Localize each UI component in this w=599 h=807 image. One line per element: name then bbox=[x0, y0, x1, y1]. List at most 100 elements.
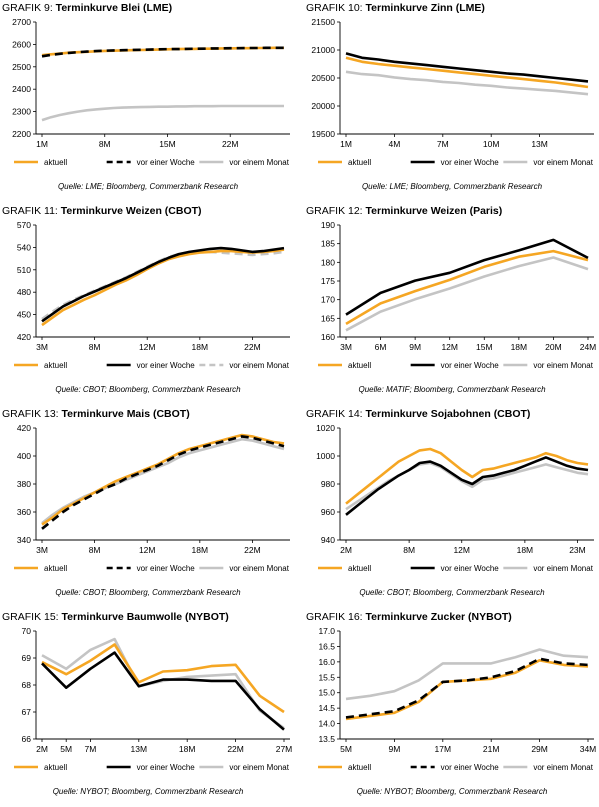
series-line-1 bbox=[41, 433, 285, 526]
y-tick-label: 170 bbox=[321, 295, 335, 305]
y-tick-label: 165 bbox=[321, 313, 335, 323]
series-line-2 bbox=[41, 651, 285, 731]
chart-title: GRAFIK 15: Terminkurve Baumwolle (NYBOT) bbox=[2, 611, 229, 623]
chart-number: GRAFIK 10: bbox=[306, 2, 363, 14]
x-tick-label: 22M bbox=[244, 342, 261, 352]
x-tick-label: 12M bbox=[139, 342, 156, 352]
y-tick-label: 66 bbox=[22, 734, 32, 744]
x-tick-label: 22M bbox=[227, 744, 244, 754]
x-tick-label: 7M bbox=[84, 744, 96, 754]
x-tick-label: 12M bbox=[453, 545, 470, 555]
series-line-2 bbox=[345, 456, 589, 516]
legend-label: vor einem Monat bbox=[533, 158, 593, 167]
chart-number: GRAFIK 14: bbox=[306, 408, 363, 420]
chart-source: Quelle: CBOT; Bloomberg, Commerzbank Res… bbox=[359, 588, 545, 597]
x-tick-label: 24M bbox=[580, 342, 597, 352]
y-tick-label: 450 bbox=[17, 310, 31, 320]
y-tick-label: 15.0 bbox=[318, 688, 335, 698]
line-chart: 2200 2300 2400 2500 2600 2700 1M 8M 15M 22M aktuel… bbox=[12, 17, 290, 167]
line-chart: 13.5 14.0 14.5 15.0 15.5 16.0 16.5 17.0 5M 9M 17M 2… bbox=[318, 626, 596, 772]
chart-source: Quelle: LME; Bloomberg, Commerzbank Rese… bbox=[57, 182, 239, 191]
x-tick-label: 8M bbox=[89, 545, 101, 555]
x-tick-label: 18M bbox=[517, 545, 534, 555]
chart-panel-1: GRAFIK 9: Terminkurve Blei (LME) 2200 2300… bbox=[2, 2, 294, 202]
y-tick-label: 2400 bbox=[12, 84, 31, 94]
line-chart: 19500 20000 20500 21000 21500 1M 4M 7M 10M 13M akt… bbox=[311, 17, 594, 167]
series-line-2 bbox=[345, 238, 589, 316]
x-tick-label: 5M bbox=[60, 744, 72, 754]
chart-title: GRAFIK 16: Terminkurve Zucker (NYBOT) bbox=[306, 611, 512, 623]
x-tick-label: 17M bbox=[435, 744, 452, 754]
legend-label: vor einer Woche bbox=[137, 564, 196, 573]
series-line-3 bbox=[345, 648, 589, 701]
x-tick-label: 18M bbox=[192, 342, 209, 352]
series-line-2 bbox=[345, 657, 589, 719]
x-tick-label: 5M bbox=[340, 744, 352, 754]
legend-label: aktuell bbox=[44, 361, 67, 370]
legend-label: aktuell bbox=[44, 158, 67, 167]
chart-source: Quelle: NYBOT; Bloomberg, Commerzbank Re… bbox=[356, 787, 548, 796]
y-tick-label: 480 bbox=[17, 287, 31, 297]
series-line-1 bbox=[41, 248, 285, 327]
series-line-1 bbox=[41, 643, 285, 714]
y-tick-label: 20500 bbox=[311, 73, 335, 83]
plot-area bbox=[36, 225, 290, 337]
x-tick-label: 3M bbox=[36, 342, 48, 352]
chart-panel-2: GRAFIK 10: Terminkurve Zinn (LME) 19500 20… bbox=[306, 2, 598, 202]
legend-label: aktuell bbox=[348, 564, 371, 573]
y-tick-label: 1000 bbox=[316, 451, 335, 461]
series-line-1 bbox=[345, 249, 589, 326]
y-tick-label: 190 bbox=[321, 220, 335, 230]
y-tick-label: 20000 bbox=[311, 101, 335, 111]
x-tick-label: 8M bbox=[99, 139, 111, 149]
y-tick-label: 15.5 bbox=[318, 672, 335, 682]
series-line-1 bbox=[345, 56, 589, 89]
y-tick-label: 340 bbox=[17, 535, 31, 545]
legend-label: vor einem Monat bbox=[229, 763, 289, 772]
x-tick-label: 8M bbox=[403, 545, 415, 555]
y-tick-label: 16.0 bbox=[318, 657, 335, 667]
y-tick-label: 2700 bbox=[12, 17, 31, 27]
x-tick-label: 18M bbox=[179, 744, 196, 754]
x-tick-label: 21M bbox=[483, 744, 500, 754]
legend-label: aktuell bbox=[44, 564, 67, 573]
y-tick-label: 67 bbox=[22, 707, 32, 717]
chart-panel-7: GRAFIK 15: Terminkurve Baumwolle (NYBOT)… bbox=[2, 611, 294, 807]
line-chart: 160 165 170 175 180 185 190 3M 6M 9M 12M 15M 18M 20M 2… bbox=[318, 220, 597, 370]
y-tick-label: 540 bbox=[17, 242, 31, 252]
y-tick-label: 21000 bbox=[311, 45, 335, 55]
x-tick-label: 13M bbox=[131, 744, 148, 754]
x-tick-label: 13M bbox=[531, 139, 548, 149]
y-tick-label: 960 bbox=[321, 507, 335, 517]
legend-label: vor einem Monat bbox=[533, 763, 593, 772]
y-tick-label: 13.5 bbox=[318, 734, 335, 744]
y-tick-label: 19500 bbox=[311, 129, 335, 139]
chart-source: Quelle: MATIF; Bloomberg, Commerzbank Re… bbox=[358, 385, 546, 394]
y-tick-label: 14.5 bbox=[318, 703, 335, 713]
x-tick-label: 23M bbox=[569, 545, 586, 555]
y-tick-label: 70 bbox=[22, 626, 32, 636]
y-tick-label: 380 bbox=[17, 479, 31, 489]
chart-title-text: Terminkurve Sojabohnen (CBOT) bbox=[362, 408, 531, 420]
series-line-3 bbox=[345, 70, 589, 96]
line-chart: 420 450 480 510 540 570 3M 8M 12M 18M 22M aktuell vo… bbox=[14, 220, 290, 370]
plot-area bbox=[340, 225, 594, 337]
plot-area bbox=[36, 22, 290, 134]
chart-title-text: Terminkurve Weizen (CBOT) bbox=[57, 205, 202, 217]
chart-title-text: Terminkurve Mais (CBOT) bbox=[58, 408, 190, 420]
x-tick-label: 3M bbox=[36, 545, 48, 555]
y-tick-label: 2200 bbox=[12, 129, 31, 139]
y-tick-label: 2500 bbox=[12, 62, 31, 72]
legend-label: vor einem Monat bbox=[229, 361, 289, 370]
x-tick-label: 4M bbox=[388, 139, 400, 149]
x-tick-label: 9M bbox=[409, 342, 421, 352]
chart-source: Quelle: CBOT; Bloomberg, Commerzbank Res… bbox=[55, 588, 241, 597]
chart-title-text: Terminkurve Weizen (Paris) bbox=[362, 205, 503, 217]
y-tick-label: 17.0 bbox=[318, 626, 335, 636]
y-tick-label: 175 bbox=[321, 276, 335, 286]
plot-area bbox=[36, 631, 290, 739]
chart-number: GRAFIK 16: bbox=[306, 611, 363, 623]
y-tick-label: 185 bbox=[321, 239, 335, 249]
y-tick-label: 420 bbox=[17, 332, 31, 342]
series-line-3 bbox=[345, 256, 589, 332]
